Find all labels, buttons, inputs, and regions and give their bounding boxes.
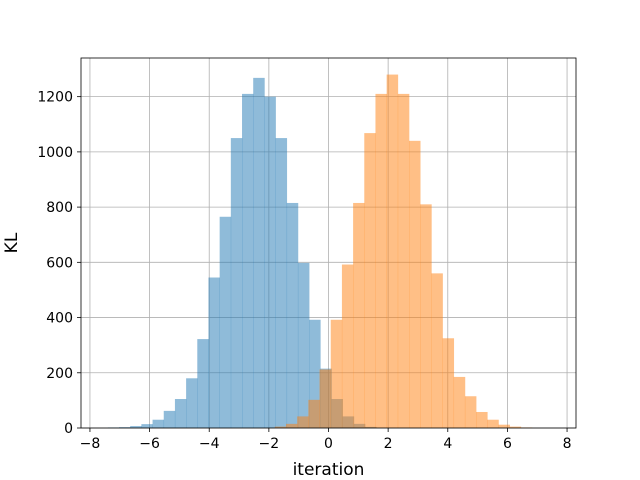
x-tick-label: 6 bbox=[503, 436, 512, 452]
histogram-bar-series-2 bbox=[274, 426, 287, 428]
x-tick-label: 2 bbox=[384, 436, 393, 452]
histogram-bar-series-1 bbox=[297, 262, 310, 428]
histogram-bar-series-1 bbox=[152, 419, 165, 428]
histogram-bar-series-1 bbox=[186, 378, 198, 428]
histogram-bar-series-2 bbox=[453, 376, 466, 428]
histogram-bar-series-2 bbox=[308, 399, 320, 428]
x-tick-label: −8 bbox=[80, 436, 101, 452]
histogram-bar-series-2 bbox=[330, 319, 343, 428]
y-tick-label: 1200 bbox=[37, 90, 73, 106]
histogram-bar-series-1 bbox=[119, 427, 131, 428]
x-tick-label: −6 bbox=[139, 436, 160, 452]
x-tick-label: 0 bbox=[324, 436, 333, 452]
histogram-bar-series-1 bbox=[208, 277, 220, 428]
tick-labels: −8 −6 −4 −2 0 2 4 6 8 0 200 400 600 800 1000 1200 bbox=[37, 90, 571, 452]
histogram-bar-series-2 bbox=[498, 424, 510, 428]
histogram-bar-series-1 bbox=[219, 216, 232, 428]
x-tick-label: 4 bbox=[443, 436, 452, 452]
histogram-bar-series-1 bbox=[130, 426, 142, 428]
histogram-bar-series-2 bbox=[341, 264, 354, 428]
x-axis-label: iteration bbox=[293, 460, 365, 480]
histogram-bars bbox=[107, 74, 533, 429]
histogram-bar-series-1 bbox=[197, 339, 209, 428]
histogram-bar-series-2 bbox=[397, 93, 410, 429]
y-tick-label: 1000 bbox=[37, 145, 73, 161]
y-tick-label: 600 bbox=[46, 255, 73, 271]
x-tick-label: 8 bbox=[563, 436, 572, 452]
histogram-bar-series-2 bbox=[319, 369, 332, 428]
histogram-bar-series-2 bbox=[431, 273, 443, 428]
histogram-bar-series-2 bbox=[297, 416, 309, 428]
histogram-bar-series-2 bbox=[420, 204, 432, 428]
y-tick-label: 800 bbox=[46, 200, 73, 216]
histogram-bar-series-1 bbox=[141, 424, 153, 428]
histogram-bar-series-2 bbox=[476, 411, 488, 428]
histogram-bar-series-1 bbox=[275, 138, 288, 428]
histogram-bar-series-1 bbox=[242, 93, 254, 429]
histogram-bar-series-1 bbox=[253, 77, 265, 428]
histogram-bar-series-2 bbox=[464, 396, 477, 428]
y-axis-label: KL bbox=[2, 232, 22, 253]
histogram-bar-series-2 bbox=[487, 419, 499, 428]
histogram-bar-series-1 bbox=[174, 399, 187, 428]
x-tick-label: −4 bbox=[199, 436, 220, 452]
histogram-bar-series-1 bbox=[286, 202, 299, 428]
y-tick-label: 0 bbox=[64, 421, 73, 437]
y-tick-label: 400 bbox=[46, 311, 73, 327]
histogram-bar-series-2 bbox=[286, 423, 298, 428]
histogram-bar-series-1 bbox=[163, 410, 176, 428]
histogram-bar-series-2 bbox=[442, 338, 455, 428]
axes bbox=[77, 57, 577, 432]
histogram-bar-series-2 bbox=[509, 426, 522, 428]
histogram-bar-series-2 bbox=[353, 202, 365, 428]
histogram-bar-series-1 bbox=[309, 319, 321, 428]
histogram-bar-series-2 bbox=[409, 140, 421, 428]
histogram-bar-series-2 bbox=[386, 74, 399, 428]
histogram-bar-series-2 bbox=[364, 133, 376, 428]
histogram-bar-series-2 bbox=[375, 93, 387, 429]
histogram-bar-series-1 bbox=[230, 138, 243, 428]
histogram-bar-series-1 bbox=[264, 96, 276, 429]
y-tick-label: 200 bbox=[46, 366, 73, 382]
x-tick-label: −2 bbox=[259, 436, 280, 452]
